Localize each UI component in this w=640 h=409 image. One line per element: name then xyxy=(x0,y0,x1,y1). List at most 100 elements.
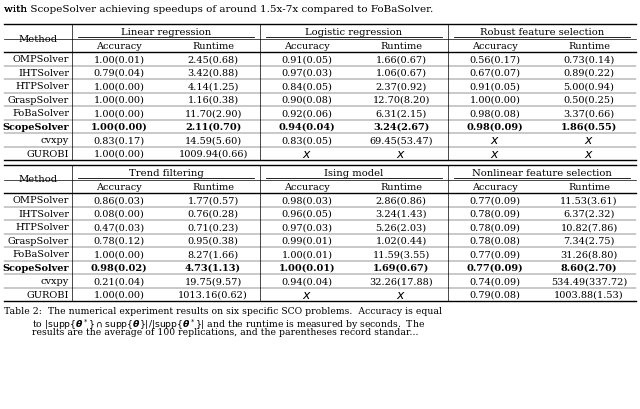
Text: Accuracy: Accuracy xyxy=(96,182,142,191)
Text: 0.95(0.38): 0.95(0.38) xyxy=(188,236,239,245)
Text: 0.83(0.17): 0.83(0.17) xyxy=(93,136,145,145)
Text: 2.37(0.92): 2.37(0.92) xyxy=(376,82,427,91)
Text: cvxpy: cvxpy xyxy=(41,136,69,145)
Text: 0.47(0.03): 0.47(0.03) xyxy=(93,223,145,231)
Text: results are the average of 100 replications, and the parentheses record standar.: results are the average of 100 replicati… xyxy=(32,327,419,336)
Text: 10.82(7.86): 10.82(7.86) xyxy=(561,223,618,231)
Text: Nonlinear feature selection: Nonlinear feature selection xyxy=(472,169,612,178)
Text: Accuracy: Accuracy xyxy=(472,42,518,51)
Text: Trend filtering: Trend filtering xyxy=(129,169,204,178)
Text: $\boldsymbol{\mathit{x}}$: $\boldsymbol{\mathit{x}}$ xyxy=(302,147,312,160)
Text: 1.16(0.38): 1.16(0.38) xyxy=(188,96,239,104)
Text: 0.74(0.09): 0.74(0.09) xyxy=(470,276,520,285)
Text: with: with xyxy=(4,5,30,14)
Text: 11.59(3.55): 11.59(3.55) xyxy=(372,249,429,258)
Text: 0.77(0.09): 0.77(0.09) xyxy=(470,196,520,205)
Text: 12.70(8.20): 12.70(8.20) xyxy=(372,96,429,104)
Text: cvxpy: cvxpy xyxy=(41,276,69,285)
Text: 1009.94(0.66): 1009.94(0.66) xyxy=(179,149,248,158)
Text: 1.02(0.44): 1.02(0.44) xyxy=(376,236,427,245)
Text: FoBaSolver: FoBaSolver xyxy=(12,249,69,258)
Text: Linear regression: Linear regression xyxy=(121,28,211,37)
Text: 0.91(0.05): 0.91(0.05) xyxy=(282,55,332,64)
Text: 11.70(2.90): 11.70(2.90) xyxy=(184,109,242,118)
Text: Robust feature selection: Robust feature selection xyxy=(480,28,604,37)
Text: GraspSolver: GraspSolver xyxy=(8,96,69,104)
Text: ScopeSolver: ScopeSolver xyxy=(3,122,69,131)
Text: 1.06(0.67): 1.06(0.67) xyxy=(376,69,426,78)
Text: 0.83(0.05): 0.83(0.05) xyxy=(282,136,332,145)
Text: GraspSolver: GraspSolver xyxy=(8,236,69,245)
Text: 1.00(0.00): 1.00(0.00) xyxy=(93,96,145,104)
Text: Runtime: Runtime xyxy=(568,182,610,191)
Text: 0.50(0.25): 0.50(0.25) xyxy=(564,96,614,104)
Text: Table 2:  The numerical experiment results on six specific SCO problems.  Accura: Table 2: The numerical experiment result… xyxy=(4,306,442,315)
Text: 5.00(0.94): 5.00(0.94) xyxy=(564,82,614,91)
Text: Runtime: Runtime xyxy=(380,42,422,51)
Text: Ising model: Ising model xyxy=(324,169,383,178)
Text: OMPSolver: OMPSolver xyxy=(13,55,69,64)
Text: 6.37(2.32): 6.37(2.32) xyxy=(563,209,614,218)
Text: 1.00(0.01): 1.00(0.01) xyxy=(93,55,145,64)
Text: 0.78(0.08): 0.78(0.08) xyxy=(470,236,520,245)
Text: 8.60(2.70): 8.60(2.70) xyxy=(561,263,617,272)
Text: 0.76(0.28): 0.76(0.28) xyxy=(188,209,239,218)
Text: 3.37(0.66): 3.37(0.66) xyxy=(563,109,614,118)
Text: FoBaSolver: FoBaSolver xyxy=(12,109,69,118)
Text: Logistic regression: Logistic regression xyxy=(305,28,403,37)
Text: 0.91(0.05): 0.91(0.05) xyxy=(470,82,520,91)
Text: $\boldsymbol{\mathit{x}}$: $\boldsymbol{\mathit{x}}$ xyxy=(584,147,594,160)
Text: Accuracy: Accuracy xyxy=(472,182,518,191)
Text: 2.11(0.70): 2.11(0.70) xyxy=(185,122,241,131)
Text: 0.97(0.03): 0.97(0.03) xyxy=(282,69,333,78)
Text: 1.77(0.57): 1.77(0.57) xyxy=(188,196,239,205)
Text: 0.56(0.17): 0.56(0.17) xyxy=(470,55,520,64)
Text: 7.34(2.75): 7.34(2.75) xyxy=(563,236,614,245)
Text: 0.98(0.08): 0.98(0.08) xyxy=(470,109,520,118)
Text: 8.27(1.66): 8.27(1.66) xyxy=(188,249,239,258)
Text: 0.98(0.09): 0.98(0.09) xyxy=(467,122,524,131)
Text: $\boldsymbol{\mathit{x}}$: $\boldsymbol{\mathit{x}}$ xyxy=(396,288,406,301)
Text: IHTSolver: IHTSolver xyxy=(18,69,69,78)
Text: 32.26(17.88): 32.26(17.88) xyxy=(369,276,433,285)
Text: 5.26(2.03): 5.26(2.03) xyxy=(376,223,427,231)
Text: Accuracy: Accuracy xyxy=(96,42,142,51)
Text: 2.86(0.86): 2.86(0.86) xyxy=(376,196,426,205)
Text: 0.77(0.09): 0.77(0.09) xyxy=(467,263,524,272)
Text: 1.00(0.00): 1.00(0.00) xyxy=(470,96,520,104)
Text: Runtime: Runtime xyxy=(192,42,234,51)
Text: 3.42(0.88): 3.42(0.88) xyxy=(188,69,239,78)
Text: 0.94(0.04): 0.94(0.04) xyxy=(278,122,335,131)
Text: 0.97(0.03): 0.97(0.03) xyxy=(282,223,333,231)
Text: ScopeSolver: ScopeSolver xyxy=(3,263,69,272)
Text: 0.73(0.14): 0.73(0.14) xyxy=(563,55,614,64)
Text: 69.45(53.47): 69.45(53.47) xyxy=(369,136,433,145)
Text: 1003.88(1.53): 1003.88(1.53) xyxy=(554,290,624,299)
Text: 1.00(0.01): 1.00(0.01) xyxy=(282,249,333,258)
Text: 0.78(0.12): 0.78(0.12) xyxy=(93,236,145,245)
Text: GUROBI: GUROBI xyxy=(26,290,69,299)
Text: 534.49(337.72): 534.49(337.72) xyxy=(551,276,627,285)
Text: Runtime: Runtime xyxy=(380,182,422,191)
Text: 0.98(0.03): 0.98(0.03) xyxy=(282,196,332,205)
Text: 1.69(0.67): 1.69(0.67) xyxy=(373,263,429,272)
Text: 19.75(9.57): 19.75(9.57) xyxy=(184,276,242,285)
Text: 0.92(0.06): 0.92(0.06) xyxy=(282,109,332,118)
Text: 31.26(8.80): 31.26(8.80) xyxy=(561,249,618,258)
Text: 1.00(0.00): 1.00(0.00) xyxy=(91,122,147,131)
Text: 0.78(0.09): 0.78(0.09) xyxy=(470,209,520,218)
Text: 1013.16(0.62): 1013.16(0.62) xyxy=(178,290,248,299)
Text: 1.00(0.00): 1.00(0.00) xyxy=(93,82,145,91)
Text: 3.24(1.43): 3.24(1.43) xyxy=(375,209,427,218)
Text: 1.00(0.00): 1.00(0.00) xyxy=(93,109,145,118)
Text: Method: Method xyxy=(19,34,58,43)
Text: 11.53(3.61): 11.53(3.61) xyxy=(560,196,618,205)
Text: Accuracy: Accuracy xyxy=(284,182,330,191)
Text: to $|\mathrm{supp}\{\boldsymbol{\theta}^*\}\cap\mathrm{supp}\{\boldsymbol{\theta: to $|\mathrm{supp}\{\boldsymbol{\theta}^… xyxy=(32,317,425,331)
Text: 14.59(5.60): 14.59(5.60) xyxy=(184,136,241,145)
Text: 0.71(0.23): 0.71(0.23) xyxy=(188,223,239,231)
Text: 3.24(2.67): 3.24(2.67) xyxy=(373,122,429,131)
Text: 1.00(0.00): 1.00(0.00) xyxy=(93,149,145,158)
Text: 0.77(0.09): 0.77(0.09) xyxy=(470,249,520,258)
Text: $\boldsymbol{\mathit{x}}$: $\boldsymbol{\mathit{x}}$ xyxy=(396,147,406,160)
